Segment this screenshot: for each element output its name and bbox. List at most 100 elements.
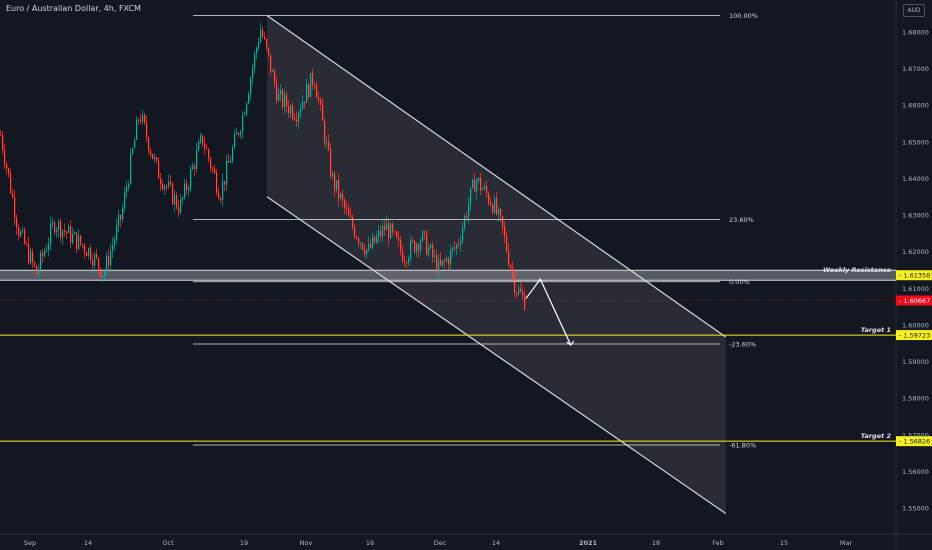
- candle: [394, 230, 396, 234]
- x-tick-label: 19: [240, 539, 248, 547]
- candle: [380, 225, 382, 242]
- candle: [370, 238, 372, 250]
- candle: [354, 224, 356, 239]
- candle: [60, 218, 62, 243]
- candle: [326, 136, 328, 150]
- candle: [276, 77, 278, 105]
- candle: [498, 205, 500, 222]
- candle: [516, 291, 518, 299]
- candle: [138, 118, 140, 126]
- currency-badge[interactable]: AUD: [903, 4, 925, 17]
- candle: [324, 118, 326, 147]
- candle: [286, 91, 288, 113]
- candle: [438, 254, 440, 281]
- candle: [486, 180, 488, 198]
- candle: [298, 110, 300, 130]
- x-tick-label: 15: [780, 539, 788, 547]
- horizontal-line-label: Target 1: [861, 326, 891, 334]
- candle: [268, 47, 270, 59]
- candle: [140, 113, 142, 125]
- candle: [164, 184, 166, 196]
- candle: [382, 218, 384, 243]
- candle: [136, 115, 138, 141]
- x-tick-label: Dec: [434, 539, 447, 547]
- candle: [118, 209, 120, 233]
- candle: [242, 110, 244, 140]
- candle: [342, 189, 344, 207]
- candle: [476, 178, 478, 200]
- y-tick-label: 1.68000: [902, 29, 929, 37]
- candle: [336, 180, 338, 193]
- candle: [522, 285, 524, 300]
- candle: [68, 223, 70, 234]
- candle: [56, 226, 58, 238]
- x-tick-label: 14: [492, 539, 500, 547]
- candle: [374, 236, 376, 244]
- candle: [4, 143, 6, 170]
- candle: [58, 218, 60, 238]
- y-tick-label: 1.65000: [902, 138, 929, 146]
- candle: [30, 247, 32, 265]
- candle: [214, 164, 216, 174]
- candle: [424, 230, 426, 240]
- candle: [348, 204, 350, 216]
- candle: [218, 187, 220, 200]
- candle: [360, 242, 362, 249]
- candle: [356, 235, 358, 240]
- candle: [450, 243, 452, 271]
- candle: [144, 113, 146, 126]
- candle: [402, 244, 404, 263]
- candle: [146, 115, 148, 143]
- candle: [434, 249, 436, 263]
- price-axis-badge-label: - 1.61358: [899, 272, 930, 280]
- candle: [206, 144, 208, 150]
- candle: [254, 50, 256, 74]
- candle: [452, 246, 454, 258]
- candle: [26, 240, 28, 247]
- candle: [186, 179, 188, 195]
- candle: [198, 138, 200, 152]
- y-tick-label: 1.63000: [902, 212, 929, 220]
- candle: [252, 63, 254, 86]
- candle: [454, 241, 456, 252]
- candle: [400, 235, 402, 257]
- candle: [190, 165, 192, 193]
- candle: [398, 231, 400, 247]
- candle: [102, 275, 104, 282]
- candle: [162, 179, 164, 192]
- candle: [422, 229, 424, 243]
- horizontal-line-label: Weekly Resistance: [823, 266, 892, 274]
- x-tick-label: 16: [366, 539, 374, 547]
- channel-upper-line[interactable]: [266, 15, 727, 338]
- candle: [98, 257, 100, 276]
- candle: [320, 97, 322, 111]
- candle: [412, 237, 414, 244]
- candle: [512, 261, 514, 282]
- candle: [182, 196, 184, 206]
- candle: [124, 186, 126, 213]
- candle: [110, 243, 112, 271]
- price-axis-badge: [896, 270, 932, 281]
- candle: [362, 242, 364, 251]
- candle: [510, 263, 512, 272]
- channel-lower-line[interactable]: [266, 196, 727, 514]
- candle: [344, 197, 346, 215]
- candle: [188, 184, 190, 197]
- candle: [480, 172, 482, 195]
- horizontal-line-label: Target 2: [861, 432, 892, 440]
- price-axis-badge-label: - 1.59723: [899, 332, 930, 340]
- fib-level-label: -61.80%: [729, 442, 756, 450]
- candle: [506, 231, 508, 254]
- candle: [464, 213, 466, 232]
- candle: [2, 131, 4, 155]
- candle: [134, 137, 136, 149]
- weekly-resistance-band: [0, 270, 896, 281]
- candle: [460, 234, 462, 253]
- projection-arrow[interactable]: [525, 277, 572, 346]
- candle: [238, 131, 240, 138]
- candle: [50, 216, 52, 251]
- candle: [390, 221, 392, 240]
- candle: [502, 215, 504, 235]
- candle: [222, 173, 224, 207]
